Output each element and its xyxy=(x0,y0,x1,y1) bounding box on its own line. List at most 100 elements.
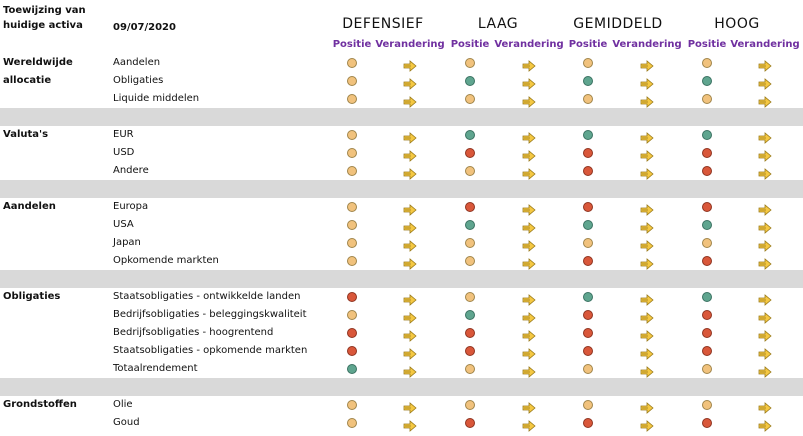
right-arrow-icon xyxy=(758,399,772,414)
position-indicator-neutral xyxy=(465,256,475,266)
group-label: Obligaties xyxy=(3,291,61,302)
table-row: Totaalrendement xyxy=(0,360,803,378)
position-indicator-neutral xyxy=(702,238,712,248)
row-label: USA xyxy=(113,219,134,230)
table-row: Opkomende markten xyxy=(0,252,803,270)
position-indicator-negative xyxy=(465,346,475,356)
right-arrow-icon xyxy=(403,201,417,216)
right-arrow-icon xyxy=(758,201,772,216)
right-arrow-icon xyxy=(640,237,654,252)
position-subheader: Positie xyxy=(332,39,372,50)
right-arrow-icon xyxy=(522,291,536,306)
row-label: Goud xyxy=(113,417,140,428)
change-subheader: Verandering xyxy=(375,39,445,50)
position-indicator-neutral xyxy=(465,292,475,302)
position-indicator-neutral xyxy=(702,58,712,68)
right-arrow-icon xyxy=(522,345,536,360)
position-indicator-positive xyxy=(465,130,475,140)
right-arrow-icon xyxy=(522,219,536,234)
group-label: Grondstoffen xyxy=(3,399,77,410)
right-arrow-icon xyxy=(640,255,654,270)
position-indicator-neutral xyxy=(347,58,357,68)
table-row: Obligaties xyxy=(0,72,803,90)
right-arrow-icon xyxy=(758,255,772,270)
change-subheader: Verandering xyxy=(494,39,564,50)
position-indicator-negative xyxy=(702,328,712,338)
position-indicator-negative xyxy=(702,310,712,320)
right-arrow-icon xyxy=(522,399,536,414)
right-arrow-icon xyxy=(758,75,772,90)
right-arrow-icon xyxy=(640,291,654,306)
right-arrow-icon xyxy=(640,399,654,414)
right-arrow-icon xyxy=(640,327,654,342)
right-arrow-icon xyxy=(403,129,417,144)
right-arrow-icon xyxy=(403,345,417,360)
row-label: Totaalrendement xyxy=(113,363,198,374)
position-indicator-neutral xyxy=(583,94,593,104)
table-row: EUR xyxy=(0,126,803,144)
position-indicator-neutral xyxy=(702,400,712,410)
table-row: USD xyxy=(0,144,803,162)
right-arrow-icon xyxy=(522,129,536,144)
profile-header: HOOG xyxy=(714,16,760,32)
position-indicator-neutral xyxy=(465,364,475,374)
position-indicator-negative xyxy=(583,202,593,212)
position-indicator-negative xyxy=(347,292,357,302)
report-date: 09/07/2020 xyxy=(113,22,176,33)
right-arrow-icon xyxy=(403,165,417,180)
right-arrow-icon xyxy=(640,165,654,180)
position-indicator-negative xyxy=(583,418,593,428)
position-indicator-positive xyxy=(583,292,593,302)
change-subheader: Verandering xyxy=(612,39,682,50)
row-label: Liquide middelen xyxy=(113,93,200,104)
position-indicator-negative xyxy=(465,418,475,428)
position-indicator-neutral xyxy=(347,400,357,410)
position-indicator-positive xyxy=(702,220,712,230)
right-arrow-icon xyxy=(403,327,417,342)
position-indicator-neutral xyxy=(465,94,475,104)
right-arrow-icon xyxy=(403,219,417,234)
position-indicator-negative xyxy=(583,346,593,356)
position-indicator-neutral xyxy=(583,364,593,374)
row-label: Japan xyxy=(113,237,141,248)
position-indicator-positive xyxy=(583,130,593,140)
right-arrow-icon xyxy=(403,147,417,162)
row-label: EUR xyxy=(113,129,134,140)
right-arrow-icon xyxy=(403,75,417,90)
right-arrow-icon xyxy=(522,75,536,90)
row-label: Andere xyxy=(113,165,149,176)
position-indicator-positive xyxy=(583,76,593,86)
right-arrow-icon xyxy=(403,237,417,252)
section-separator xyxy=(0,108,803,126)
position-indicator-negative xyxy=(465,148,475,158)
right-arrow-icon xyxy=(522,147,536,162)
position-indicator-neutral xyxy=(465,400,475,410)
section-separator xyxy=(0,180,803,198)
right-arrow-icon xyxy=(522,93,536,108)
right-arrow-icon xyxy=(758,237,772,252)
right-arrow-icon xyxy=(403,93,417,108)
row-label: Staatsobligaties - opkomende markten xyxy=(113,345,308,356)
right-arrow-icon xyxy=(640,57,654,72)
position-indicator-neutral xyxy=(347,256,357,266)
position-indicator-negative xyxy=(583,148,593,158)
table-row: Olie xyxy=(0,396,803,414)
right-arrow-icon xyxy=(758,291,772,306)
position-indicator-positive xyxy=(702,76,712,86)
position-indicator-negative xyxy=(583,166,593,176)
right-arrow-icon xyxy=(640,201,654,216)
table-row: Europa xyxy=(0,198,803,216)
right-arrow-icon xyxy=(403,57,417,72)
right-arrow-icon xyxy=(640,93,654,108)
position-subheader: Positie xyxy=(568,39,608,50)
position-indicator-positive xyxy=(465,310,475,320)
group-label: Aandelen xyxy=(3,201,56,212)
title-line-1: Toewijzing van xyxy=(3,5,86,16)
right-arrow-icon xyxy=(403,255,417,270)
right-arrow-icon xyxy=(522,237,536,252)
position-indicator-neutral xyxy=(347,310,357,320)
position-indicator-neutral xyxy=(347,238,357,248)
table-row: Aandelen xyxy=(0,54,803,72)
position-indicator-positive xyxy=(702,292,712,302)
